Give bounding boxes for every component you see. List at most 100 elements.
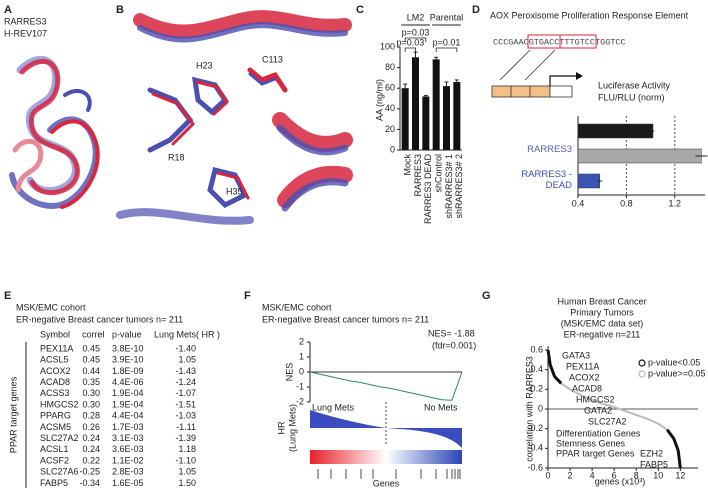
y-tick-label: -0.2 — [527, 423, 543, 433]
bar — [453, 82, 461, 150]
table-cell: FABP5 — [40, 478, 68, 488]
protein-structure-b — [116, 10, 353, 225]
table-cell: 0.22 — [82, 455, 100, 465]
y-tick-label: 0 — [538, 403, 543, 413]
gene-label: ACOX2 — [569, 372, 600, 382]
chart-title: Primary Tumors — [570, 307, 634, 317]
x-tick-label: 6 — [612, 470, 617, 480]
sig-bracket — [404, 47, 416, 52]
table-cell: 0.45 — [82, 355, 100, 365]
table-cell: -1.11 — [176, 422, 196, 432]
protein-structure-a — [9, 55, 100, 209]
table-cell: ACSS3 — [40, 388, 70, 398]
x-tick-label: 8 — [634, 470, 639, 480]
table-cell: -1.24 — [175, 377, 196, 387]
p-value: p=0.03 — [396, 37, 424, 47]
legend-label: H-REV107 — [4, 28, 47, 38]
bar — [443, 86, 450, 150]
bar — [432, 59, 440, 150]
table-cell: PEX11A — [40, 343, 73, 353]
legend-marker — [638, 370, 646, 378]
y-tick-label: 0.2 — [530, 384, 543, 394]
legend-marker — [638, 359, 646, 367]
column-header: p-value — [112, 329, 142, 339]
table-cell: -1.51 — [175, 399, 196, 409]
table-title: ER-negative Breast cancer tumors n= 211 — [16, 314, 183, 324]
table-cell: 0.35 — [82, 377, 100, 387]
panel-letter: F — [244, 290, 251, 302]
column-header: Symbol — [40, 329, 70, 339]
table-cell: ACOX2 — [40, 366, 71, 376]
sequence-box — [559, 34, 597, 49]
table-cell: 3.8E-10 — [112, 343, 144, 353]
y-tick-label: 20 — [385, 124, 395, 134]
group-label: Parental — [430, 12, 464, 22]
luciferase-construct — [491, 49, 583, 98]
bar — [577, 123, 654, 139]
construct-title: AOX Peroxisome Proliferation Response El… — [490, 10, 689, 20]
sequence: CCCGAACGTGACCTTTGTCCTGGTCC — [493, 37, 626, 47]
bar — [412, 57, 419, 150]
table-cell: -1.39 — [175, 433, 196, 443]
y-tick-label: -0.4 — [527, 443, 543, 453]
sig-bracket — [404, 37, 427, 42]
table-cell: -1.07 — [175, 388, 196, 398]
table-cell: SLC27A6 — [40, 467, 79, 477]
table-cell: 1.05 — [178, 355, 196, 365]
y-tick-label: 1 — [299, 351, 304, 361]
correlation-line — [560, 382, 668, 431]
y-tick-label: -2 — [296, 396, 304, 406]
legend-label: p-value>=0.05 — [648, 368, 706, 378]
correlation-line — [546, 349, 682, 469]
residue-label: H23 — [196, 60, 213, 70]
x-axis-label: Luciferase Activity — [598, 80, 671, 90]
gene-label: HMGCS2 — [576, 394, 615, 404]
table-cell: -0.34 — [79, 478, 100, 488]
table-cell: 0.30 — [82, 388, 100, 398]
hr-label: HR — [276, 421, 286, 434]
y-tick-label: 0.6 — [530, 344, 543, 354]
p-value: p=0.01 — [433, 37, 461, 47]
table-cell: SLC27A2 — [40, 433, 79, 443]
table-cell: 1.9E-04 — [112, 399, 144, 409]
x-tick-label: RARRES3 DEAD — [423, 154, 433, 225]
x-tick-label: 4 — [590, 470, 595, 480]
bar — [577, 173, 601, 189]
table-cell: 1.05 — [178, 467, 196, 477]
x-tick-label: shRARRES3# 1 — [444, 154, 454, 219]
y-tick-label: -1 — [296, 381, 304, 391]
table-cell: 0.26 — [82, 422, 100, 432]
x-tick-label: shControl — [434, 154, 444, 193]
panel-letter: A — [4, 4, 12, 16]
table-cell: 0.45 — [82, 343, 100, 353]
table-cell: 1.6E-05 — [112, 478, 144, 488]
y-tick-label: 60 — [385, 83, 395, 93]
y-tick-label: RARRES3 — [527, 144, 572, 155]
table-cell: 1.7E-03 — [112, 422, 144, 432]
y-axis-label: NES — [284, 363, 294, 382]
table-cell: -0.25 — [79, 467, 100, 477]
table-title: MSK/EMC cohort — [16, 302, 86, 312]
panel-letter: D — [472, 4, 480, 16]
annotation: (fdr=0.001) — [432, 340, 476, 350]
legend-label: RARRES3 — [4, 16, 47, 26]
table-cell: -1.03 — [175, 411, 196, 421]
table-cell: 0.28 — [82, 411, 100, 421]
panel-letter: E — [4, 290, 11, 302]
enrichment-line — [309, 371, 463, 401]
y-tick-label: -0.6 — [527, 462, 543, 472]
y-tick-label: 100 — [380, 41, 395, 51]
y-tick-label: 0.4 — [530, 364, 543, 374]
bar — [577, 148, 702, 164]
residue-label: H35 — [226, 186, 243, 196]
gene-label: SLC27A2 — [588, 416, 627, 426]
table-cell: ACSF2 — [40, 455, 69, 465]
annotation: No Mets — [424, 402, 458, 412]
table-cell: 0.24 — [82, 433, 100, 443]
table-cell: 1.1E-02 — [112, 455, 144, 465]
table-cell: 3.1E-03 — [112, 433, 144, 443]
table-cell: 0.24 — [82, 444, 100, 454]
table-cell: 0.44 — [82, 366, 100, 376]
y-tick-label: 40 — [385, 103, 395, 113]
